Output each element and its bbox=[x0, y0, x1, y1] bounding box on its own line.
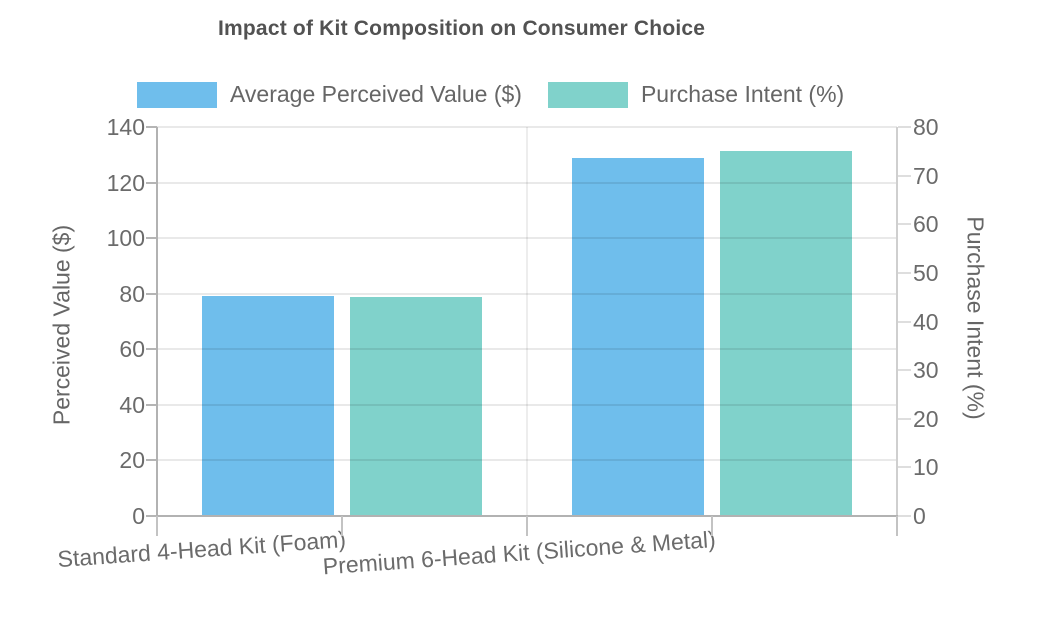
legend-item-perceived-value[interactable]: Average Perceived Value ($) bbox=[137, 81, 522, 108]
right-tick bbox=[898, 466, 911, 468]
chart-title: Impact of Kit Composition on Consumer Ch… bbox=[218, 17, 706, 40]
right-axis-title: Purchase Intent (%) bbox=[962, 216, 989, 420]
right-tick-label: 80 bbox=[913, 114, 939, 140]
bottom-boundary-tick bbox=[156, 516, 158, 536]
bar-s1-c1 bbox=[720, 151, 852, 516]
left-tick-label: 40 bbox=[119, 392, 145, 418]
gridline-horizontal bbox=[157, 126, 897, 128]
right-tick-label: 30 bbox=[913, 357, 939, 383]
gridline-horizontal bbox=[157, 237, 897, 239]
right-axis-line bbox=[896, 127, 898, 516]
right-tick bbox=[898, 418, 911, 420]
right-tick bbox=[898, 321, 911, 323]
left-tick bbox=[146, 182, 157, 184]
right-tick-label: 40 bbox=[913, 309, 939, 335]
left-tick-label: 140 bbox=[106, 114, 145, 140]
right-tick bbox=[898, 126, 911, 128]
bottom-category-tick bbox=[711, 516, 713, 536]
legend-item-purchase-intent[interactable]: Purchase Intent (%) bbox=[547, 81, 845, 108]
legend-label: Average Perceived Value ($) bbox=[230, 81, 522, 107]
left-tick-label: 20 bbox=[119, 447, 145, 473]
legend-swatch-blue bbox=[137, 81, 217, 108]
right-tick-label: 70 bbox=[913, 163, 939, 189]
gridline-horizontal bbox=[157, 182, 897, 184]
gridline-horizontal bbox=[157, 348, 897, 350]
gridline-horizontal bbox=[157, 459, 897, 461]
left-tick-label: 120 bbox=[106, 170, 145, 196]
left-tick-label: 80 bbox=[119, 281, 145, 307]
x-category-label: Premium 6-Head Kit (Silicone & Metal) bbox=[322, 526, 717, 580]
bar-s0-c0 bbox=[202, 296, 334, 516]
legend-label: Purchase Intent (%) bbox=[640, 81, 845, 107]
x-category-label: Standard 4-Head Kit (Foam) bbox=[56, 526, 347, 573]
bottom-category-tick bbox=[341, 516, 343, 536]
left-tick bbox=[146, 404, 157, 406]
bottom-boundary-tick bbox=[896, 516, 898, 536]
right-tick bbox=[898, 369, 911, 371]
right-tick-label: 0 bbox=[913, 503, 926, 529]
right-tick bbox=[898, 223, 911, 225]
bar-s1-c0 bbox=[350, 297, 482, 516]
left-axis-title: Perceived Value ($) bbox=[48, 224, 75, 426]
left-tick bbox=[146, 293, 157, 295]
right-tick-label: 20 bbox=[913, 406, 939, 432]
left-tick bbox=[146, 126, 157, 128]
chart-legend: Average Perceived Value ($) Purchase Int… bbox=[137, 81, 844, 108]
bottom-boundary-tick bbox=[526, 516, 528, 536]
left-tick-label: 0 bbox=[132, 503, 145, 529]
right-tick bbox=[898, 272, 911, 274]
left-tick-label: 60 bbox=[119, 336, 145, 362]
left-tick bbox=[146, 348, 157, 350]
right-tick-label: 10 bbox=[913, 454, 939, 480]
left-tick bbox=[146, 515, 157, 517]
gridline-horizontal bbox=[157, 293, 897, 295]
left-tick-label: 100 bbox=[106, 225, 145, 251]
gridline-vertical bbox=[526, 127, 528, 516]
gridline-horizontal bbox=[157, 404, 897, 406]
right-tick-label: 60 bbox=[913, 211, 939, 237]
bar-s0-c1 bbox=[572, 158, 704, 516]
left-tick bbox=[146, 237, 157, 239]
left-tick bbox=[146, 459, 157, 461]
legend-swatch-teal bbox=[547, 81, 628, 108]
right-tick-label: 50 bbox=[913, 260, 939, 286]
right-tick bbox=[898, 515, 911, 517]
right-tick bbox=[898, 175, 911, 177]
left-axis-line bbox=[156, 127, 158, 516]
